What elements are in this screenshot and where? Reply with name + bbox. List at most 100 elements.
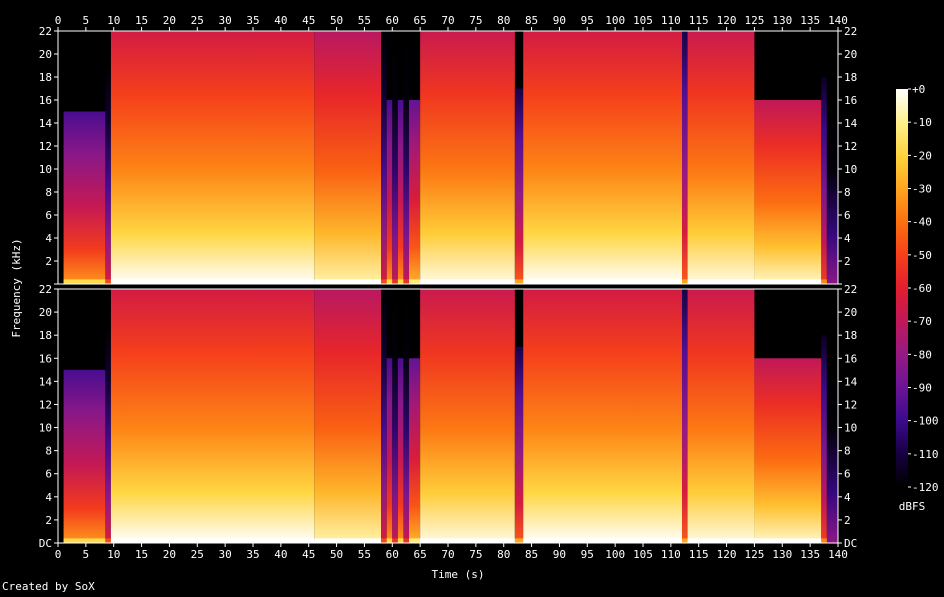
x-tick-label: 90 [553,548,566,561]
x-tick-label: 10 [107,14,120,27]
y-tick-label: 10 [844,422,857,435]
low-frequency-band [392,538,398,543]
low-frequency-band [409,538,421,543]
spectrogram-segment [314,31,382,284]
y-tick-label: 8 [844,445,851,458]
low-frequency-band [420,279,515,284]
spectrogram-segment [403,31,409,284]
y-tick-label: 20 [844,306,857,319]
y-tick-label: 22 [844,283,857,296]
x-tick-label: 40 [274,14,287,27]
x-tick-label: 45 [302,548,315,561]
low-frequency-band [110,538,315,543]
spectrogram-segment [110,289,315,543]
spectrogram-segment [754,358,822,543]
y-tick-label: 10 [39,422,52,435]
low-frequency-band [409,279,421,284]
y-tick-label: 6 [45,468,52,481]
x-tick-label: 100 [605,14,625,27]
spectrogram-segment [687,31,755,284]
x-tick-label: 60 [386,14,399,27]
spectrogram-segment [409,358,421,543]
colorbar-tick-label: -60 [912,282,932,295]
x-tick-label: 85 [525,548,538,561]
spectrogram-segment [63,111,106,284]
spectrogram-segment [420,289,515,543]
x-tick-label: 50 [330,14,343,27]
x-tick-label: 0 [55,548,62,561]
low-frequency-band [381,279,387,284]
y-tick-label: 8 [844,186,851,199]
x-tick-label: 70 [441,548,454,561]
x-tick-label: 95 [581,14,594,27]
y-tick-label: 2 [45,255,52,268]
low-frequency-band [821,538,827,543]
spectrogram-segment [403,289,409,543]
low-frequency-band [403,538,409,543]
low-frequency-band [420,538,515,543]
colorbar-tick-label: -100 [912,415,939,428]
low-frequency-band [63,279,106,284]
x-tick-label: 130 [772,548,792,561]
x-tick-label: 125 [744,548,764,561]
low-frequency-band [386,538,393,543]
low-frequency-band [514,538,524,543]
spectrogram-segment [687,289,755,543]
x-tick-label: 65 [414,14,427,27]
y-tick-label: 2 [45,514,52,527]
x-tick-label: 10 [107,548,120,561]
x-tick-label: 75 [469,548,482,561]
spectrogram-segment [63,369,106,543]
x-tick-label: 70 [441,14,454,27]
y-tick-label: 18 [844,329,857,342]
spectrogram-segment [110,31,315,284]
y-tick-label: 12 [39,140,52,153]
x-tick-label: 35 [246,14,259,27]
spectrogram-segment [397,358,404,543]
y-tick-label: 22 [844,25,857,38]
y-tick-label: 12 [844,140,857,153]
low-frequency-band [397,279,404,284]
colorbar-tick-label: -110 [912,448,939,461]
low-frequency-band [682,279,688,284]
x-axis-label: Time (s) [432,568,485,581]
low-frequency-band [105,279,111,284]
colorbar-tick-label: -40 [912,216,932,229]
colorbar-tick-label: -10 [912,116,932,129]
low-frequency-band [314,538,382,543]
x-tick-label: 120 [717,14,737,27]
low-frequency-band [386,279,393,284]
sox-credit: Created by SoX [2,580,95,593]
colorbar-tick-label: -20 [912,149,932,162]
low-frequency-band [403,279,409,284]
spectrogram-segment [821,335,827,543]
colorbar-tick-label: -70 [912,315,932,328]
x-tick-label: 95 [581,548,594,561]
low-frequency-band [523,538,682,543]
y-tick-label: 22 [39,283,52,296]
colorbar-tick-label: -50 [912,249,932,262]
x-tick-label: 120 [717,548,737,561]
y-tick-label: 8 [45,445,52,458]
x-tick-label: 35 [246,548,259,561]
y-tick-label: 6 [844,468,851,481]
spectrogram-segment [381,289,387,543]
spectrogram-segment [523,31,682,284]
spectrogram-segment [523,289,682,543]
y-tick-label: 20 [39,48,52,61]
y-tick-label: 18 [39,71,52,84]
y-tick-label: 20 [844,48,857,61]
spectrogram-segment [409,100,421,284]
x-tick-label: 5 [83,14,90,27]
low-frequency-band [63,538,106,543]
x-tick-label: 75 [469,14,482,27]
x-tick-label: 60 [386,548,399,561]
y-tick-label: 6 [844,209,851,222]
y-tick-label: 12 [39,398,52,411]
y-tick-label: 2 [844,255,851,268]
low-frequency-band [754,279,822,284]
x-tick-label: 25 [191,548,204,561]
spectrogram-segment [682,289,688,543]
x-tick-label: 30 [219,548,232,561]
